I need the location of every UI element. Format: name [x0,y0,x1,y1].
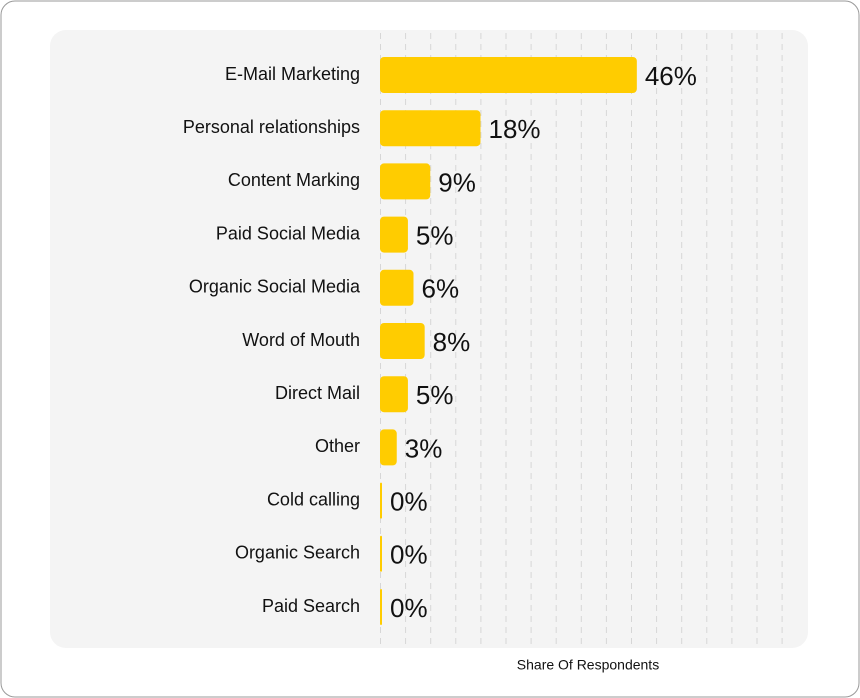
bar [380,216,408,253]
bar [380,57,637,93]
category-label: Cold calling [267,489,360,509]
value-label: 5% [416,380,454,410]
category-label: Paid Social Media [216,223,361,243]
value-label: 6% [422,274,460,304]
value-label: 18% [489,114,541,144]
value-label: 0% [390,486,428,516]
x-axis-label: Share Of Respondents [517,657,659,673]
value-label: 0% [390,540,428,570]
category-label: Organic Social Media [189,277,361,297]
value-label: 8% [433,327,471,357]
category-label: Word of Mouth [242,330,360,350]
bar [380,535,382,572]
category-label: Organic Search [235,543,360,563]
category-label: E-Mail Marketing [225,64,360,84]
bar [380,376,408,413]
value-label: 5% [416,220,454,250]
bar [380,323,425,359]
category-label: Other [315,436,360,456]
bar [380,110,481,147]
category-label: Content Marking [228,170,360,190]
value-label: 46% [645,61,697,91]
value-label: 9% [438,167,476,197]
bar [380,482,382,519]
bar [380,163,431,200]
bar [380,269,414,306]
category-label: Direct Mail [275,383,360,403]
value-label: 3% [405,433,443,463]
category-label: Paid Search [262,596,360,616]
bar [380,429,397,466]
category-label: Personal relationships [183,117,360,137]
bar [380,589,382,625]
value-label: 0% [390,593,428,623]
